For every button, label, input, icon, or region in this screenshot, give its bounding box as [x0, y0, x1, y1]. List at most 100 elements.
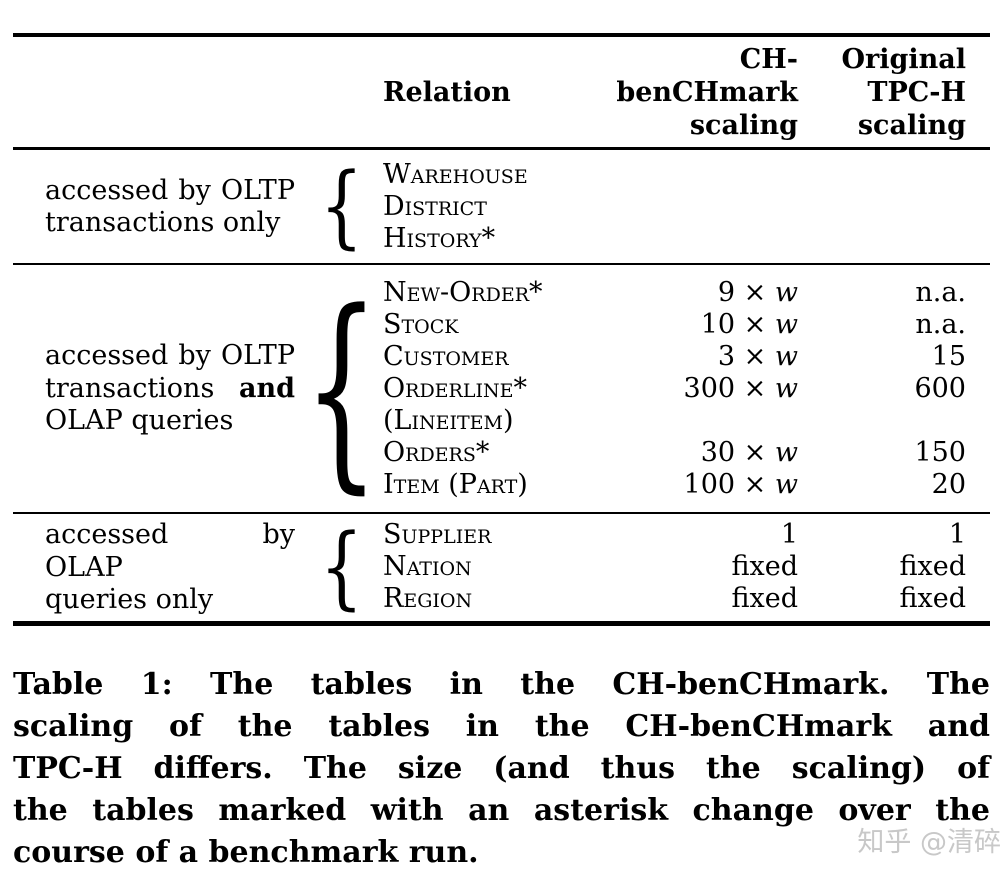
group-label-line: accessed by OLAP — [45, 519, 295, 583]
ch-scaling-value: 300 × — [683, 373, 775, 404]
relation-cell: District — [383, 191, 487, 222]
row-spacer — [966, 405, 990, 437]
row-spacer — [966, 341, 990, 373]
relation-cell: Item (Part) — [383, 469, 528, 500]
group-label-line: transactions only — [45, 207, 281, 238]
ch-scaling-value: 9 × — [717, 277, 775, 308]
group-label: accessed by OLAP queries only — [45, 519, 295, 617]
tpch-scaling-cell: 1 — [948, 519, 966, 550]
group-label-line: transactions and — [45, 373, 295, 406]
table-row: Orders* 30 × w 150 — [383, 437, 990, 469]
group-label: accessed by OLTP transactions and OLAP q… — [45, 340, 295, 438]
ch-scaling-cell: 100 × w — [612, 469, 798, 501]
warehouse-variable: w — [774, 277, 798, 308]
row-spacer — [966, 159, 990, 191]
ch-scaling-value: 3 × — [717, 341, 775, 372]
header-ch-scaling: CH- benCHmark scaling — [612, 43, 798, 142]
caption-line: Table 1: The tables in the CH-benCHmark.… — [13, 667, 990, 702]
table-row: Supplier 1 1 — [383, 519, 990, 551]
group-brace-cell: { — [300, 519, 383, 617]
group-label-line: accessed by OLTP — [45, 340, 295, 372]
table-row: Region fixed fixed — [383, 583, 990, 615]
ch-scaling-cell — [612, 405, 798, 437]
group-rows: Supplier 1 1 Nation fixed fixed Region f… — [383, 519, 990, 617]
warehouse-variable: w — [774, 437, 798, 468]
ch-scaling-cell: fixed — [612, 583, 799, 615]
group-label-line: queries only — [45, 584, 214, 615]
header-rule — [13, 147, 990, 150]
ch-scaling-cell: 10 × w — [612, 309, 798, 341]
warehouse-variable: w — [774, 469, 798, 500]
table-row: New-Order* 9 × w n.a. — [383, 277, 990, 309]
row-spacer — [966, 551, 990, 583]
tpch-scaling-cell: n.a. — [915, 277, 966, 308]
table-row: District — [383, 191, 990, 223]
group-rows: New-Order* 9 × w n.a. Stock 10 × w n.a. … — [383, 277, 990, 501]
group-oltp-only: accessed by OLTP transactions only { War… — [13, 150, 990, 263]
group-rows: Warehouse District History* — [383, 159, 990, 255]
group-oltp-and-olap: accessed by OLTP transactions and OLAP q… — [13, 265, 990, 512]
group-label-line: OLAP queries — [45, 405, 234, 437]
relation-cell: Orderline* — [383, 373, 527, 404]
ch-scaling-cell: 9 × w — [612, 277, 798, 309]
header-relation: Relation — [383, 76, 511, 108]
header-ch-line: CH- — [739, 43, 798, 75]
ch-scaling-cell: 3 × w — [612, 341, 798, 373]
tpch-scaling-cell — [798, 191, 966, 223]
ch-scaling-value: 10 × — [700, 309, 775, 340]
ch-scaling-value: 100 × — [683, 469, 775, 500]
group-label-line: accessed by OLTP — [45, 174, 295, 206]
curly-brace-icon: { — [319, 515, 364, 620]
caption-line: scaling of the tables in the CH-benCHmar… — [13, 709, 990, 744]
ch-scaling-cell: 300 × w — [612, 373, 798, 405]
group-label-cell: accessed by OLTP transactions only — [13, 159, 300, 255]
relation-cell: Orders* — [383, 437, 490, 468]
group-brace-cell: { — [300, 277, 383, 501]
relation-cell: Region — [383, 583, 473, 614]
caption-line: TPC-H differs. The size (and thus the sc… — [13, 751, 990, 786]
row-spacer — [966, 223, 990, 255]
header-tpch-line: Original — [841, 43, 966, 75]
curly-brace-icon: { — [319, 154, 364, 259]
relation-cell: New-Order* — [383, 277, 543, 308]
ch-scaling-cell: 30 × w — [612, 437, 798, 469]
warehouse-variable: w — [774, 309, 798, 340]
mid-rule-1 — [13, 263, 990, 265]
group-olap-only: accessed by OLAP queries only { Supplier… — [13, 514, 990, 621]
tpch-scaling-cell — [798, 159, 966, 191]
row-spacer — [966, 191, 990, 223]
row-spacer — [966, 309, 990, 341]
group-label-text: transactions — [45, 372, 215, 404]
tpch-scaling-cell: 150 — [914, 437, 966, 468]
group-brace-cell: { — [300, 159, 383, 255]
header-ch-line: benCHmark — [616, 76, 798, 108]
relation-cell: Warehouse — [383, 159, 528, 190]
group-label-cell: accessed by OLAP queries only — [13, 519, 300, 617]
table-caption: Table 1: The tables in the CH-benCHmark.… — [13, 664, 990, 874]
row-spacer — [966, 469, 990, 501]
relation-cell: Customer — [383, 341, 509, 372]
ch-scaling-value: fixed — [731, 551, 799, 582]
row-spacer — [966, 583, 990, 615]
table-row: Nation fixed fixed — [383, 551, 990, 583]
group-label-bold-text: and — [238, 372, 295, 404]
table-row: Warehouse — [383, 159, 990, 191]
ch-scaling-cell — [612, 223, 798, 255]
tpch-scaling-cell: fixed — [899, 551, 967, 582]
table-row: (Lineitem) — [383, 405, 990, 437]
group-label-cell: accessed by OLTP transactions and OLAP q… — [13, 277, 300, 501]
benchmark-table: Relation CH- benCHmark scaling Original … — [13, 33, 990, 626]
table-header-row: Relation CH- benCHmark scaling Original … — [13, 37, 990, 147]
group-label: accessed by OLTP transactions only — [45, 175, 295, 240]
ch-scaling-value: fixed — [731, 583, 799, 614]
row-spacer — [966, 519, 990, 551]
header-tpch-line: TPC-H — [867, 76, 966, 108]
tpch-scaling-cell — [798, 405, 966, 437]
table-bottom-rule — [13, 620, 990, 626]
mid-rule-2 — [13, 512, 990, 514]
ch-scaling-cell — [612, 159, 798, 191]
row-spacer — [966, 373, 990, 405]
table-row: Stock 10 × w n.a. — [383, 309, 990, 341]
tpch-scaling-cell: n.a. — [915, 309, 966, 340]
